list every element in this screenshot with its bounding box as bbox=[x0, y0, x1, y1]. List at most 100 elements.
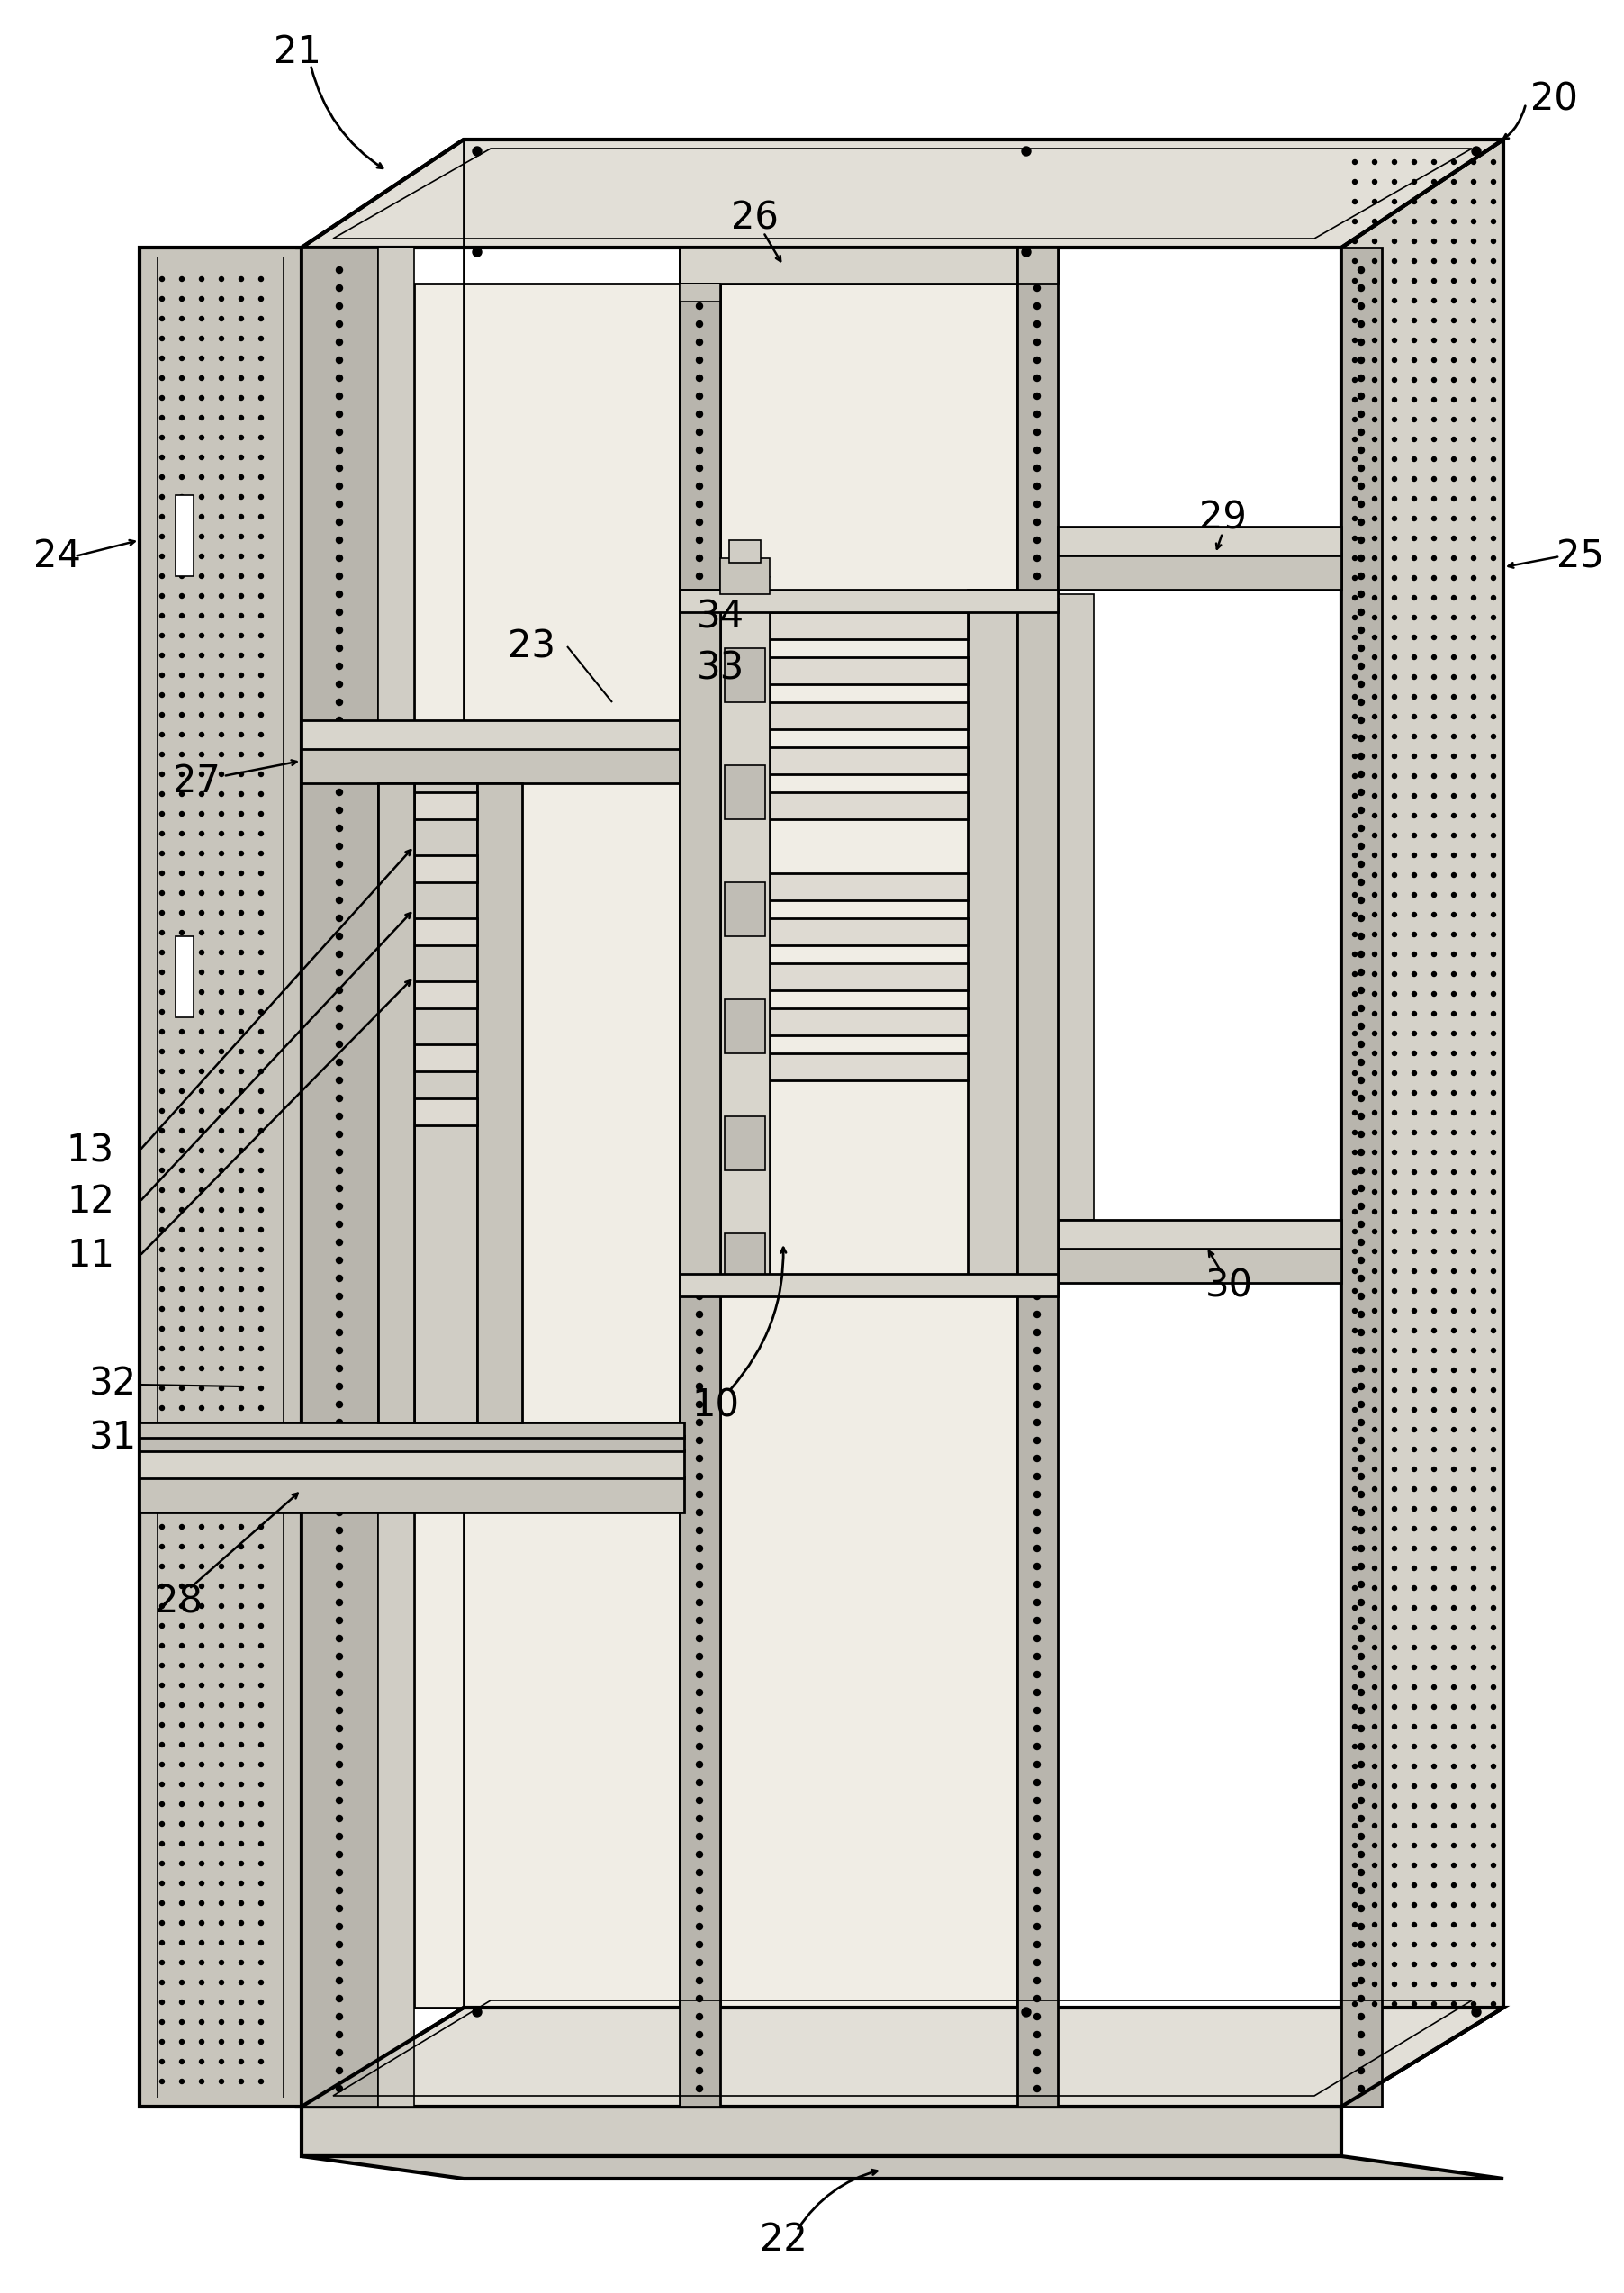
Circle shape bbox=[180, 2080, 184, 2084]
Circle shape bbox=[219, 1961, 224, 1965]
Circle shape bbox=[1471, 913, 1476, 917]
Circle shape bbox=[1411, 1545, 1416, 1550]
Circle shape bbox=[159, 475, 164, 479]
Circle shape bbox=[1034, 825, 1041, 832]
Circle shape bbox=[219, 514, 224, 518]
Circle shape bbox=[1358, 1364, 1364, 1371]
Circle shape bbox=[1034, 1961, 1041, 1965]
Circle shape bbox=[1034, 555, 1041, 562]
Circle shape bbox=[1411, 1050, 1416, 1055]
Circle shape bbox=[1491, 1268, 1496, 1273]
Circle shape bbox=[458, 764, 461, 768]
Polygon shape bbox=[680, 248, 1017, 284]
Circle shape bbox=[219, 1603, 224, 1607]
Circle shape bbox=[1372, 438, 1377, 443]
Polygon shape bbox=[140, 1449, 684, 1479]
Circle shape bbox=[258, 773, 263, 777]
Circle shape bbox=[1452, 1981, 1457, 1986]
Circle shape bbox=[1471, 298, 1476, 303]
Circle shape bbox=[1491, 516, 1496, 521]
Circle shape bbox=[1471, 1864, 1476, 1867]
Circle shape bbox=[1411, 1468, 1416, 1472]
Circle shape bbox=[1471, 199, 1476, 204]
Circle shape bbox=[1372, 1289, 1377, 1293]
Circle shape bbox=[200, 1564, 205, 1568]
Circle shape bbox=[180, 1188, 184, 1192]
Circle shape bbox=[180, 1406, 184, 1410]
Circle shape bbox=[219, 1227, 224, 1231]
Circle shape bbox=[1471, 537, 1476, 541]
Circle shape bbox=[1411, 456, 1416, 461]
Circle shape bbox=[219, 1406, 224, 1410]
Circle shape bbox=[1411, 238, 1416, 243]
Circle shape bbox=[697, 1834, 703, 1839]
Circle shape bbox=[1491, 892, 1496, 897]
Polygon shape bbox=[1057, 594, 1095, 1220]
Circle shape bbox=[1358, 1041, 1364, 1048]
Circle shape bbox=[1452, 199, 1457, 204]
Circle shape bbox=[180, 1110, 184, 1112]
Circle shape bbox=[336, 1293, 343, 1300]
Circle shape bbox=[1392, 1011, 1397, 1016]
Circle shape bbox=[417, 1493, 421, 1497]
Circle shape bbox=[219, 1880, 224, 1885]
Circle shape bbox=[1471, 1784, 1476, 1789]
Polygon shape bbox=[1017, 598, 1057, 1279]
Circle shape bbox=[336, 988, 343, 993]
Circle shape bbox=[1372, 358, 1377, 362]
Circle shape bbox=[697, 1348, 703, 1353]
Circle shape bbox=[1372, 238, 1377, 243]
Circle shape bbox=[1432, 1091, 1436, 1096]
Polygon shape bbox=[1057, 1220, 1341, 1250]
Circle shape bbox=[336, 1167, 343, 1174]
Circle shape bbox=[1491, 1545, 1496, 1550]
Circle shape bbox=[239, 1188, 244, 1192]
Circle shape bbox=[1411, 1071, 1416, 1075]
Circle shape bbox=[200, 1069, 205, 1073]
Circle shape bbox=[1034, 1112, 1041, 1119]
Circle shape bbox=[1372, 913, 1377, 917]
Circle shape bbox=[1392, 892, 1397, 897]
Circle shape bbox=[268, 1493, 271, 1497]
Circle shape bbox=[697, 1293, 703, 1300]
Circle shape bbox=[1411, 773, 1416, 777]
Circle shape bbox=[1452, 1763, 1457, 1768]
Circle shape bbox=[697, 825, 703, 832]
Circle shape bbox=[1411, 991, 1416, 995]
Circle shape bbox=[159, 871, 164, 876]
Circle shape bbox=[1353, 635, 1358, 640]
Circle shape bbox=[258, 1704, 263, 1708]
Circle shape bbox=[1358, 1924, 1364, 1931]
Circle shape bbox=[258, 415, 263, 420]
Circle shape bbox=[159, 851, 164, 855]
Circle shape bbox=[1353, 1289, 1358, 1293]
Circle shape bbox=[1353, 1763, 1358, 1768]
Circle shape bbox=[1471, 635, 1476, 640]
Circle shape bbox=[1491, 674, 1496, 679]
Circle shape bbox=[1034, 699, 1041, 706]
Circle shape bbox=[1432, 537, 1436, 541]
Circle shape bbox=[1411, 892, 1416, 897]
Circle shape bbox=[1353, 1626, 1358, 1630]
Circle shape bbox=[1353, 1903, 1358, 1908]
Circle shape bbox=[1411, 1784, 1416, 1789]
Circle shape bbox=[1411, 358, 1416, 362]
Circle shape bbox=[697, 1204, 703, 1208]
Circle shape bbox=[200, 615, 205, 619]
Circle shape bbox=[159, 1782, 164, 1786]
Circle shape bbox=[1491, 358, 1496, 362]
Circle shape bbox=[336, 952, 343, 958]
Circle shape bbox=[180, 1069, 184, 1073]
Circle shape bbox=[1358, 266, 1364, 273]
Circle shape bbox=[1392, 773, 1397, 777]
Circle shape bbox=[200, 1188, 205, 1192]
Circle shape bbox=[159, 1128, 164, 1133]
Circle shape bbox=[390, 830, 403, 844]
Circle shape bbox=[646, 1493, 650, 1497]
Circle shape bbox=[180, 1227, 184, 1231]
Circle shape bbox=[336, 844, 343, 848]
Circle shape bbox=[159, 594, 164, 598]
Circle shape bbox=[1491, 1981, 1496, 1986]
Circle shape bbox=[1358, 1474, 1364, 1479]
Circle shape bbox=[258, 1367, 263, 1371]
